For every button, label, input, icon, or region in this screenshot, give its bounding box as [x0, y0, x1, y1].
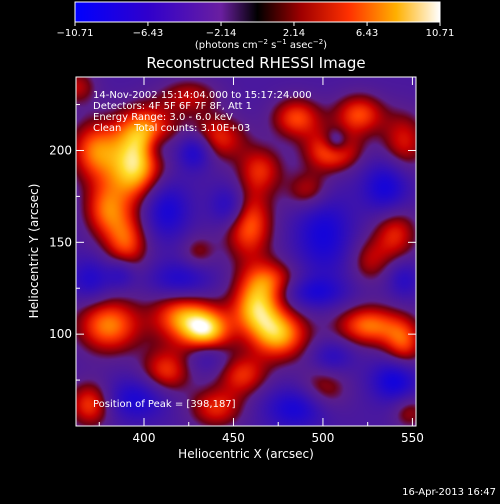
y-tick-label: 100	[49, 327, 72, 341]
heatmap-image	[76, 77, 416, 426]
x-tick-label: 550	[401, 431, 424, 445]
info-line-3: Energy Range: 3.0 - 6.0 keV	[93, 112, 233, 123]
colorbar-ticks: −10.71 −6.43 −2.14 2.14 6.43 10.71	[56, 22, 454, 39]
info-line-4: Clean Total counts: 3.10E+03	[93, 123, 250, 134]
chart-title: Reconstructed RHESSI Image	[146, 54, 365, 72]
y-tick-label: 150	[49, 235, 72, 249]
colorbar-tick-label: −6.43	[133, 28, 164, 39]
plot-area	[75, 76, 417, 427]
x-tick-label: 500	[311, 431, 334, 445]
x-axis-label: Heliocentric X (arcsec)	[178, 447, 314, 461]
x-axis: 400 450 500 550	[98, 77, 424, 445]
colorbar-units: (photons cm−2 s−1 asec−2)	[195, 38, 327, 51]
plot-frame	[75, 76, 417, 427]
colorbar-tick-label: 6.43	[356, 28, 378, 39]
y-axis-label: Heliocentric Y (arcsec)	[27, 184, 41, 319]
colorbar-tick-label: −10.71	[56, 28, 93, 39]
y-tick-label: 200	[49, 143, 72, 157]
colorbar-tick-label: −2.14	[206, 28, 237, 39]
colorbar	[74, 1, 441, 23]
peak-position-label: Position of Peak = [398,187]	[93, 399, 236, 410]
colorbar-tick-label: 10.71	[426, 28, 455, 39]
y-axis: 100 150 200	[49, 104, 416, 381]
x-tick-label: 400	[133, 431, 156, 445]
x-tick-label: 450	[222, 431, 245, 445]
info-line-2: Detectors: 4F 5F 6F 7F 8F, Att 1	[93, 101, 252, 112]
footer-date: 16-Apr-2013 16:47	[402, 487, 496, 498]
colorbar-tick-label: 2.14	[283, 28, 305, 39]
info-line-1: 14-Nov-2002 15:14:04.000 to 15:17:24.000	[93, 90, 312, 101]
